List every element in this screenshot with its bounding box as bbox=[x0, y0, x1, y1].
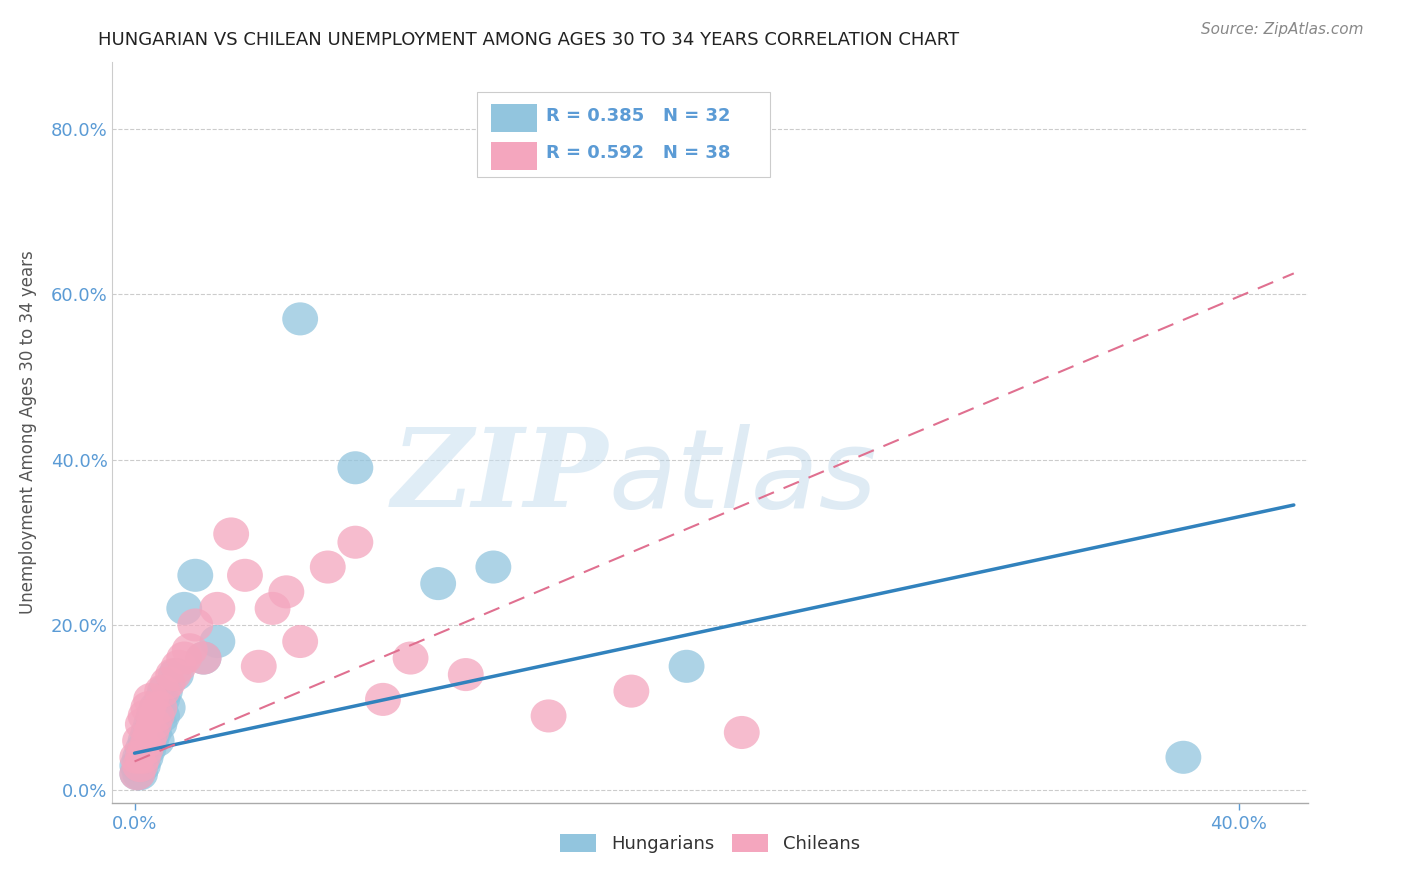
Ellipse shape bbox=[128, 724, 163, 757]
Ellipse shape bbox=[254, 592, 291, 625]
Ellipse shape bbox=[142, 691, 177, 724]
Ellipse shape bbox=[136, 707, 172, 740]
Ellipse shape bbox=[160, 649, 197, 683]
Ellipse shape bbox=[131, 724, 166, 757]
Ellipse shape bbox=[530, 699, 567, 732]
Ellipse shape bbox=[122, 724, 157, 757]
Ellipse shape bbox=[166, 641, 202, 674]
Ellipse shape bbox=[366, 683, 401, 716]
Ellipse shape bbox=[131, 691, 166, 724]
Ellipse shape bbox=[134, 724, 169, 757]
Ellipse shape bbox=[139, 699, 174, 732]
Ellipse shape bbox=[125, 740, 160, 774]
Ellipse shape bbox=[214, 517, 249, 550]
Ellipse shape bbox=[142, 707, 177, 740]
Ellipse shape bbox=[200, 625, 235, 658]
Ellipse shape bbox=[120, 757, 155, 790]
Text: Source: ZipAtlas.com: Source: ZipAtlas.com bbox=[1201, 22, 1364, 37]
Ellipse shape bbox=[125, 749, 160, 782]
Y-axis label: Unemployment Among Ages 30 to 34 years: Unemployment Among Ages 30 to 34 years bbox=[18, 251, 37, 615]
Ellipse shape bbox=[134, 716, 169, 749]
Ellipse shape bbox=[186, 641, 222, 674]
Text: R = 0.385   N = 32: R = 0.385 N = 32 bbox=[547, 107, 731, 125]
Ellipse shape bbox=[177, 558, 214, 592]
Ellipse shape bbox=[157, 658, 194, 691]
FancyBboxPatch shape bbox=[491, 142, 537, 169]
Ellipse shape bbox=[613, 674, 650, 707]
Ellipse shape bbox=[122, 749, 157, 782]
Ellipse shape bbox=[186, 641, 222, 674]
Ellipse shape bbox=[136, 716, 172, 749]
Ellipse shape bbox=[669, 649, 704, 683]
Text: HUNGARIAN VS CHILEAN UNEMPLOYMENT AMONG AGES 30 TO 34 YEARS CORRELATION CHART: HUNGARIAN VS CHILEAN UNEMPLOYMENT AMONG … bbox=[98, 31, 959, 49]
Ellipse shape bbox=[150, 691, 186, 724]
Ellipse shape bbox=[283, 625, 318, 658]
Ellipse shape bbox=[337, 525, 374, 558]
Ellipse shape bbox=[120, 757, 155, 790]
Ellipse shape bbox=[125, 732, 160, 765]
Ellipse shape bbox=[120, 740, 155, 774]
Ellipse shape bbox=[145, 683, 180, 716]
Ellipse shape bbox=[145, 699, 180, 732]
Ellipse shape bbox=[148, 674, 183, 707]
Ellipse shape bbox=[134, 707, 169, 740]
Ellipse shape bbox=[269, 575, 304, 608]
Ellipse shape bbox=[155, 658, 191, 691]
Ellipse shape bbox=[122, 740, 157, 774]
FancyBboxPatch shape bbox=[477, 92, 770, 178]
Text: R = 0.592   N = 38: R = 0.592 N = 38 bbox=[547, 145, 731, 162]
Ellipse shape bbox=[283, 302, 318, 335]
Ellipse shape bbox=[166, 592, 202, 625]
Ellipse shape bbox=[200, 592, 235, 625]
Ellipse shape bbox=[475, 550, 512, 583]
Ellipse shape bbox=[392, 641, 429, 674]
Ellipse shape bbox=[420, 567, 456, 600]
Ellipse shape bbox=[240, 649, 277, 683]
FancyBboxPatch shape bbox=[491, 104, 537, 132]
Ellipse shape bbox=[122, 757, 157, 790]
Ellipse shape bbox=[131, 716, 166, 749]
Ellipse shape bbox=[1166, 740, 1201, 774]
Ellipse shape bbox=[172, 633, 208, 666]
Ellipse shape bbox=[177, 608, 214, 641]
Ellipse shape bbox=[139, 691, 174, 724]
Ellipse shape bbox=[145, 674, 180, 707]
Ellipse shape bbox=[337, 451, 374, 484]
Ellipse shape bbox=[226, 558, 263, 592]
Ellipse shape bbox=[150, 666, 186, 699]
Ellipse shape bbox=[134, 683, 169, 716]
Ellipse shape bbox=[125, 707, 160, 740]
Ellipse shape bbox=[139, 724, 174, 757]
Ellipse shape bbox=[449, 658, 484, 691]
Ellipse shape bbox=[120, 749, 155, 782]
Ellipse shape bbox=[128, 732, 163, 765]
Ellipse shape bbox=[136, 699, 172, 732]
Ellipse shape bbox=[131, 732, 166, 765]
Text: ZIP: ZIP bbox=[392, 424, 609, 531]
Ellipse shape bbox=[309, 550, 346, 583]
Legend: Hungarians, Chileans: Hungarians, Chileans bbox=[553, 827, 868, 861]
Ellipse shape bbox=[128, 740, 163, 774]
Ellipse shape bbox=[724, 716, 759, 749]
Ellipse shape bbox=[128, 699, 163, 732]
Text: atlas: atlas bbox=[609, 424, 877, 531]
